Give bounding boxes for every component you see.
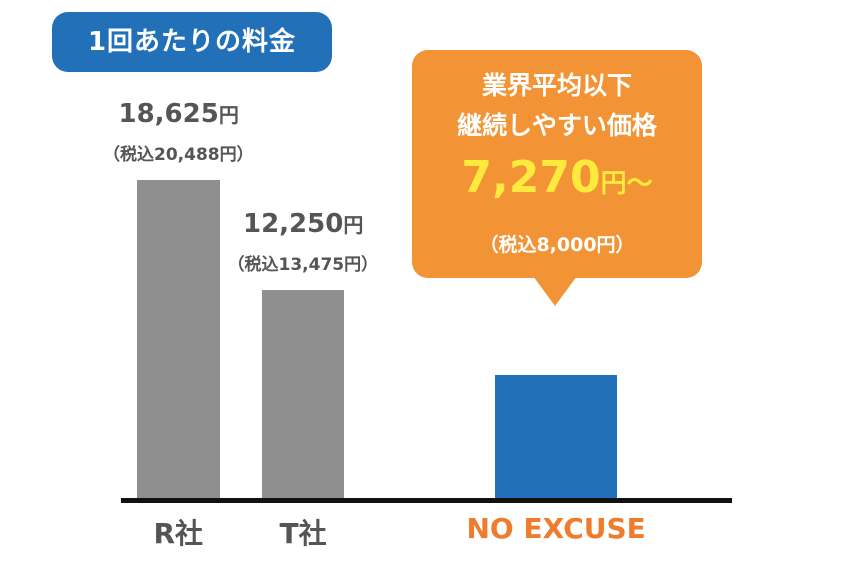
callout-line-2: 継続しやすい価格 xyxy=(457,111,657,140)
tax-label-t: （税込13,475円） xyxy=(227,254,379,275)
category-label-r: R社 xyxy=(153,517,204,550)
value-label-r: 18,625円 xyxy=(118,99,239,130)
bar-no-excuse xyxy=(495,375,617,500)
bar-t xyxy=(262,289,344,500)
x-axis-baseline xyxy=(121,498,732,503)
callout-price: 7,270円〜 xyxy=(412,152,702,203)
category-label-t: T社 xyxy=(279,517,327,550)
chart-title: 1回あたりの料金 xyxy=(87,27,297,57)
bar-r xyxy=(137,180,220,500)
chart-title-badge: 1回あたりの料金 xyxy=(52,12,332,72)
callout-price-value: 7,270 xyxy=(461,152,601,203)
callout-price-suffix: 円〜 xyxy=(600,169,653,199)
callout-tax-included: （税込8,000円） xyxy=(479,234,635,256)
value-label-t: 12,250円 xyxy=(243,208,364,239)
callout-line-1: 業界平均以下 xyxy=(481,71,632,100)
tax-label-r: （税込20,488円） xyxy=(103,145,254,166)
category-label-no-excuse: NO EXCUSE xyxy=(466,512,646,545)
callout-pointer xyxy=(533,276,577,306)
price-callout: 業界平均以下 継続しやすい価格 7,270円〜 （税込8,000円） xyxy=(412,50,702,278)
